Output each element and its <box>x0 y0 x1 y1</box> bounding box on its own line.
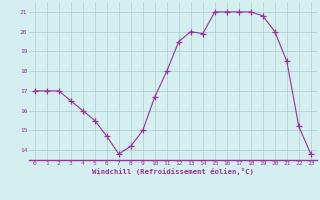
X-axis label: Windchill (Refroidissement éolien,°C): Windchill (Refroidissement éolien,°C) <box>92 168 254 175</box>
